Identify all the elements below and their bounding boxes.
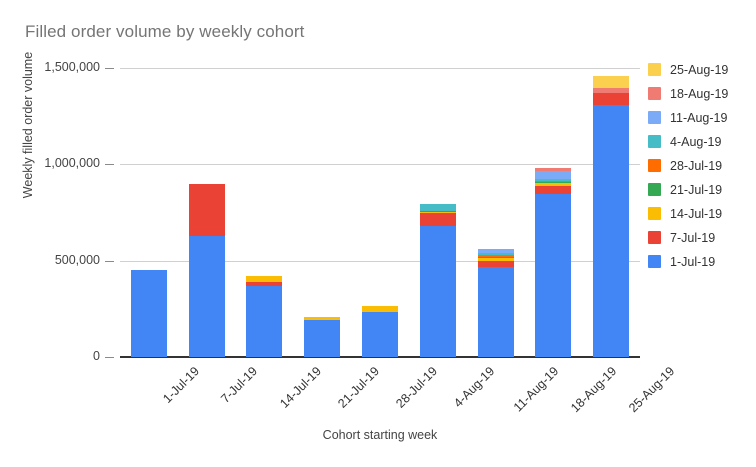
bar-segment[interactable]: [477, 260, 514, 268]
legend-swatch-icon: [648, 183, 661, 196]
y-axis-tick-mark: [105, 260, 114, 262]
y-axis-tick-mark: [105, 164, 114, 166]
bar-segment[interactable]: [419, 204, 456, 212]
y-axis-ticks: 0 500,000 1,000,000 1,500,000: [12, 60, 114, 363]
legend-label: 4-Aug-19: [670, 134, 722, 149]
bar-segment[interactable]: [535, 183, 572, 186]
legend-label: 28-Jul-19: [670, 158, 723, 173]
legend-swatch-icon: [648, 159, 661, 172]
bar-segment[interactable]: [477, 257, 514, 258]
bar-segment[interactable]: [535, 179, 572, 182]
bar-segment[interactable]: [130, 270, 167, 357]
gridline: [120, 164, 640, 166]
legend-label: 21-Jul-19: [670, 182, 723, 197]
y-axis-tick-label: 500,000: [54, 252, 100, 267]
x-axis-tick-label: 7-Jul-19: [217, 364, 260, 406]
plot-area: [120, 68, 640, 358]
legend-label: 1-Jul-19: [670, 254, 716, 269]
bar-segment[interactable]: [419, 226, 456, 357]
y-axis-tick-mark: [105, 357, 114, 358]
legend-item[interactable]: 1-Jul-19: [648, 250, 753, 273]
x-axis-line: [120, 356, 640, 358]
legend-label: 25-Aug-19: [670, 62, 729, 77]
legend-swatch-icon: [648, 207, 661, 220]
bar-segment[interactable]: [477, 254, 514, 258]
bar-segment[interactable]: [477, 248, 514, 253]
x-axis-tick-label: 1-Jul-19: [160, 364, 202, 406]
bar-segment[interactable]: [593, 93, 630, 105]
bar-segment[interactable]: [593, 76, 630, 88]
x-axis-tick-label: 18-Aug-19: [568, 364, 620, 416]
bar-segment[interactable]: [593, 104, 630, 357]
bar-segment[interactable]: [246, 285, 283, 357]
bar-segment[interactable]: [362, 306, 398, 312]
legend-swatch-icon: [648, 111, 661, 124]
bar-segment[interactable]: [246, 276, 283, 282]
legend-label: 18-Aug-19: [670, 86, 729, 101]
legend-swatch-icon: [648, 87, 661, 100]
gridline: [120, 68, 640, 69]
y-axis-title: Weekly filled order volume: [21, 51, 35, 199]
legend-swatch-icon: [648, 135, 661, 148]
legend-swatch-icon: [648, 255, 661, 268]
chart-legend: 25-Aug-19 18-Aug-19 11-Aug-19 4-Aug-19 28-Ju…: [648, 58, 753, 274]
bar-segment[interactable]: [419, 211, 456, 212]
legend-swatch-icon: [648, 231, 661, 244]
legend-item[interactable]: 25-Aug-19: [648, 58, 753, 81]
bar-segment[interactable]: [477, 252, 514, 255]
legend-label: 11-Aug-19: [670, 110, 728, 125]
legend-item[interactable]: 4-Aug-19: [648, 130, 753, 153]
y-axis-tick-label: 1,000,000: [44, 156, 100, 171]
bar-segment[interactable]: [535, 194, 572, 357]
y-axis-tick-mark: [105, 68, 114, 69]
legend-item[interactable]: 14-Jul-19: [648, 202, 753, 225]
bar-segment[interactable]: [535, 181, 572, 183]
bar-segment[interactable]: [362, 311, 398, 357]
x-axis-tick-label: 4-Aug-19: [450, 364, 498, 411]
bar-segment[interactable]: [246, 281, 283, 286]
legend-item[interactable]: 21-Jul-19: [648, 178, 753, 201]
bar-segment[interactable]: [535, 185, 572, 195]
legend-label: 7-Jul-19: [670, 230, 716, 245]
x-axis-tick-label: 11-Aug-19: [510, 364, 561, 415]
bar-segment[interactable]: [419, 213, 456, 226]
bar-segment[interactable]: [477, 257, 514, 261]
x-axis-tick-label: 25-Aug-19: [626, 364, 678, 416]
x-axis-tick-label: 28-Jul-19: [393, 364, 441, 411]
legend-label: 14-Jul-19: [670, 206, 723, 221]
x-axis-tick-label: 21-Jul-19: [335, 364, 383, 411]
x-axis-title: Cohort starting week: [322, 428, 438, 442]
x-axis-tick-label: 14-Jul-19: [277, 364, 325, 411]
bar-segment[interactable]: [535, 171, 572, 180]
y-axis-tick-label: 1,500,000: [44, 60, 100, 74]
bar-segment[interactable]: [535, 182, 572, 184]
gridline: [120, 260, 640, 262]
bar-segment[interactable]: [535, 167, 572, 172]
bar-segment[interactable]: [593, 87, 630, 94]
legend-item[interactable]: 11-Aug-19: [648, 106, 753, 129]
bar-segment[interactable]: [304, 316, 341, 321]
legend-item[interactable]: 18-Aug-19: [648, 82, 753, 105]
bar-segment[interactable]: [188, 235, 225, 357]
legend-swatch-icon: [648, 63, 661, 76]
legend-item[interactable]: 7-Jul-19: [648, 226, 753, 249]
chart-title: Filled order volume by weekly cohort: [25, 22, 305, 41]
bar-segment[interactable]: [188, 183, 225, 236]
bar-segment[interactable]: [477, 267, 514, 357]
bar-segment[interactable]: [419, 211, 456, 214]
legend-item[interactable]: 28-Jul-19: [648, 154, 753, 177]
bar-segment[interactable]: [304, 320, 341, 357]
y-axis-tick-label: 0: [93, 349, 100, 363]
